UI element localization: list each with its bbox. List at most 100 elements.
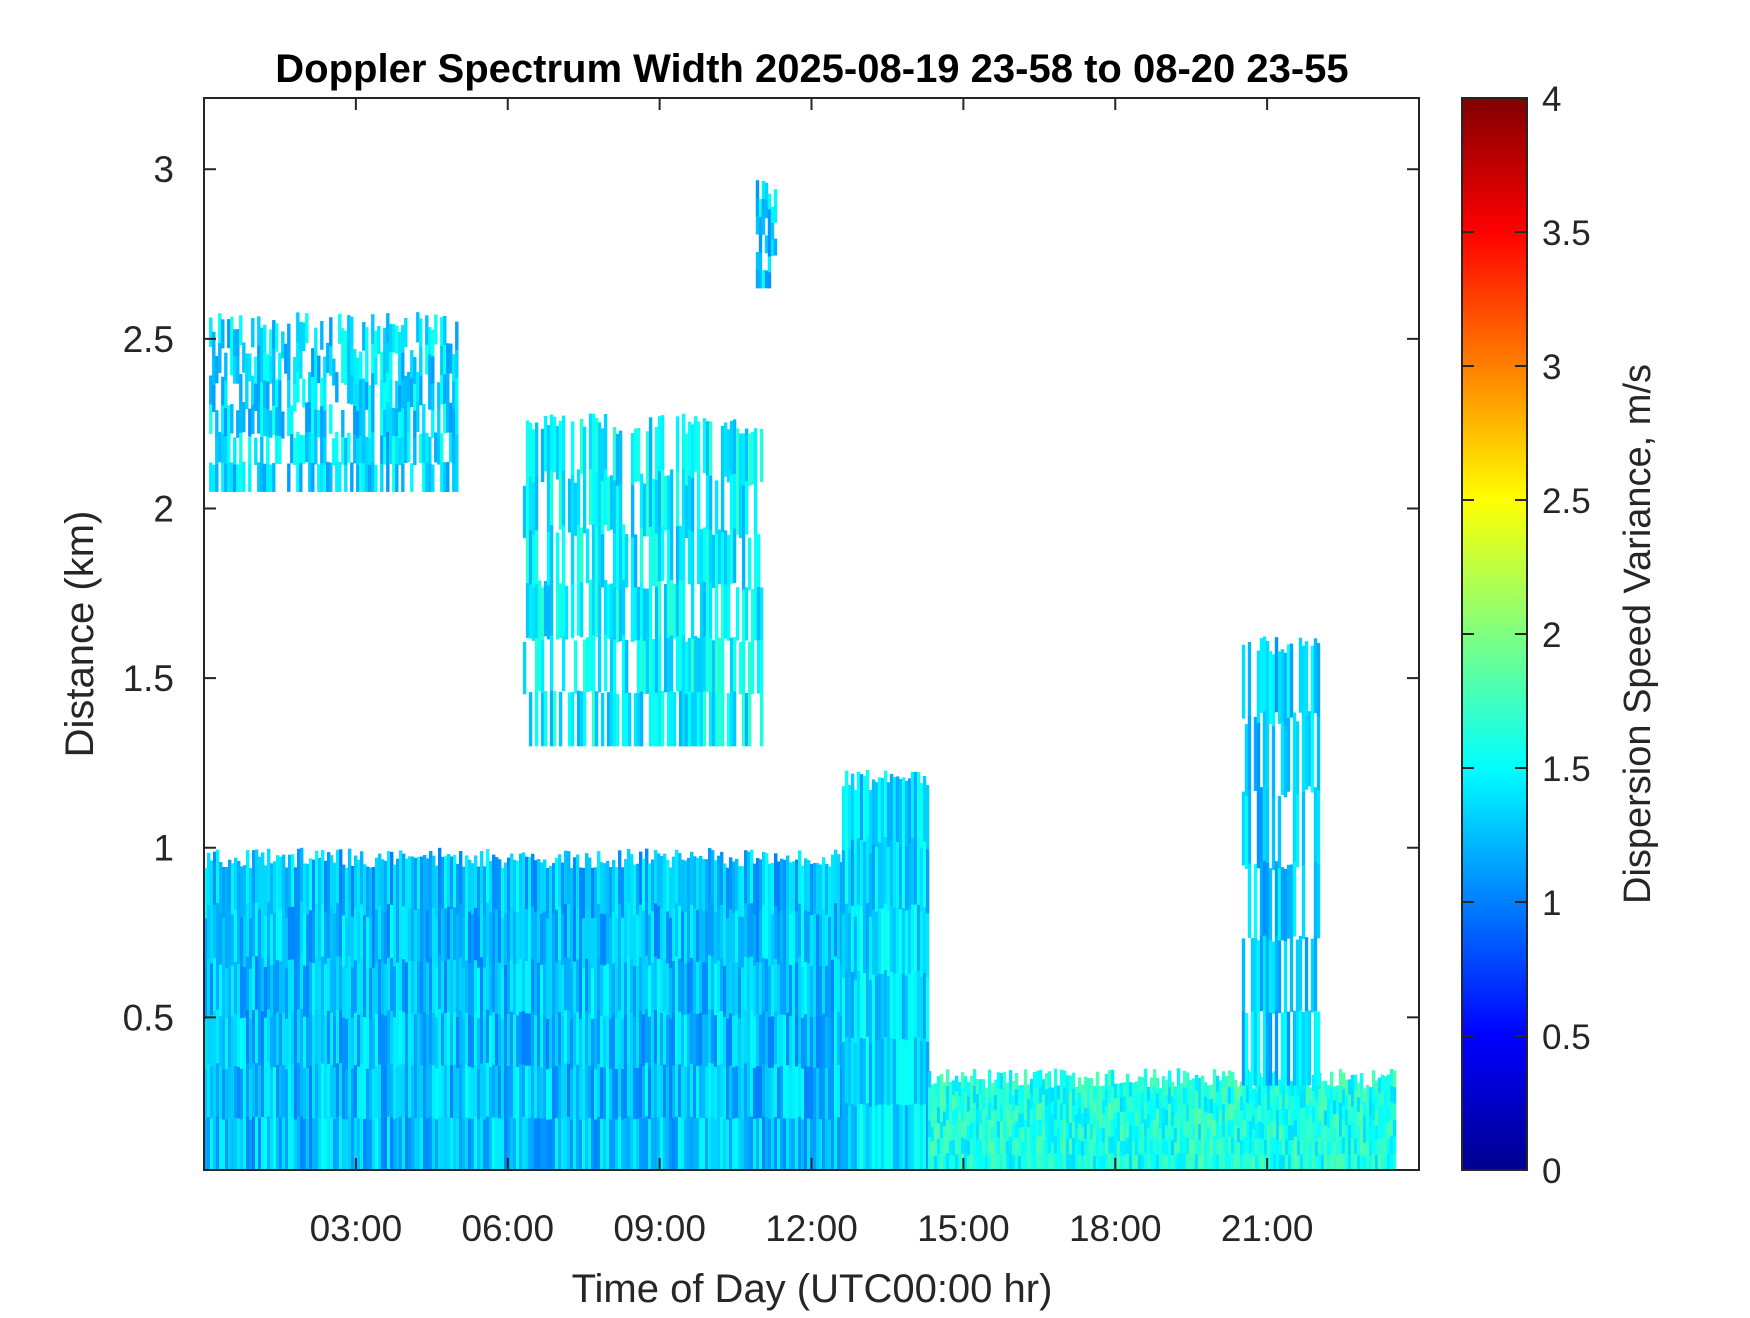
heatmap-cell — [456, 864, 460, 916]
heatmap-cell — [621, 968, 625, 1020]
heatmap-cell — [948, 1111, 953, 1127]
heatmap-cell — [702, 691, 707, 747]
heatmap-cell — [886, 1105, 891, 1170]
heatmap-cell — [925, 1105, 930, 1170]
heatmap-cell — [1035, 1070, 1040, 1088]
heatmap-cell — [299, 321, 303, 351]
heatmap-cell — [1338, 1119, 1343, 1137]
heatmap-cell — [1341, 1121, 1346, 1138]
heatmap-cell — [239, 315, 243, 345]
heatmap-cell — [1212, 1102, 1217, 1120]
heatmap-cell — [913, 771, 918, 839]
heatmap-cell — [895, 842, 900, 908]
heatmap-cell — [847, 849, 852, 914]
heatmap-cell — [1047, 1087, 1052, 1105]
heatmap-cell — [981, 1109, 986, 1125]
heatmap-cell — [627, 692, 632, 747]
heatmap-cell — [1268, 940, 1273, 1014]
heatmap-cell — [1095, 1088, 1100, 1105]
heatmap-cell — [957, 1140, 962, 1156]
heatmap-cell — [880, 778, 885, 844]
heatmap-cell — [612, 963, 616, 1016]
heatmap-cell — [552, 416, 557, 473]
heatmap-cell — [930, 1112, 935, 1128]
heatmap-cell — [540, 913, 544, 966]
heatmap-cell — [837, 959, 841, 1013]
heatmap-cell — [1098, 1114, 1103, 1129]
heatmap-cell — [672, 856, 676, 910]
heatmap-cell — [579, 527, 584, 583]
heatmap-cell — [426, 1118, 430, 1170]
heatmap-cell — [913, 838, 918, 905]
heatmap-cell — [789, 965, 793, 1017]
heatmap-cell — [555, 961, 559, 1015]
heatmap-cell — [1271, 941, 1276, 1014]
heatmap-cell — [868, 916, 873, 981]
heatmap-cell — [555, 909, 559, 963]
heatmap-cell — [450, 1065, 454, 1119]
heatmap-cell — [1301, 1011, 1306, 1086]
heatmap-cell — [1152, 1119, 1157, 1137]
heatmap-cell — [960, 1137, 965, 1155]
heatmap-cell — [372, 867, 376, 918]
heatmap-cell — [344, 330, 348, 358]
heatmap-cell — [669, 524, 674, 581]
heatmap-cell — [1323, 1080, 1328, 1096]
heatmap-cell — [904, 780, 909, 847]
heatmap-cell — [471, 965, 475, 1017]
heatmap-cell — [309, 1014, 313, 1067]
heatmap-cell — [296, 342, 300, 373]
heatmap-cell — [320, 377, 324, 407]
heatmap-cell — [318, 1066, 322, 1119]
heatmap-cell — [342, 864, 346, 916]
heatmap-cell — [678, 958, 682, 1012]
heatmap-cell — [558, 691, 563, 747]
heatmap-cell — [455, 406, 459, 436]
heatmap-cell — [1062, 1120, 1067, 1138]
heatmap-cell — [663, 1117, 667, 1170]
heatmap-cell — [218, 343, 222, 374]
heatmap-cell — [1277, 940, 1282, 1014]
heatmap-cell — [330, 960, 334, 1013]
heatmap-cell — [315, 957, 319, 1011]
heatmap-cell — [1247, 715, 1252, 791]
heatmap-cell — [761, 198, 766, 217]
heatmap-cell — [1247, 863, 1252, 938]
heatmap-cell — [1203, 1140, 1208, 1156]
heatmap-cell — [1241, 791, 1246, 866]
heatmap-cell — [1167, 1153, 1172, 1170]
heatmap-cell — [1386, 1122, 1391, 1139]
heatmap-cell — [375, 1065, 379, 1119]
heatmap-cell — [240, 1018, 244, 1070]
heatmap-cell — [1179, 1083, 1184, 1099]
heatmap-cell — [922, 841, 927, 908]
heatmap-cell — [895, 973, 900, 1040]
heatmap-cell — [856, 970, 861, 1038]
heatmap-cell — [327, 1117, 331, 1170]
colorbar-tick-label: 2 — [1542, 616, 1561, 655]
heatmap-cell — [1026, 1127, 1031, 1142]
heatmap-cell — [1344, 1140, 1349, 1156]
heatmap-cell — [1188, 1155, 1193, 1170]
heatmap-cell — [825, 1068, 829, 1120]
heatmap-cell — [919, 1105, 924, 1170]
heatmap-cell — [841, 914, 846, 979]
heatmap-cell — [1164, 1155, 1169, 1170]
heatmap-cell — [380, 379, 384, 409]
heatmap-cell — [1271, 726, 1276, 799]
heatmap-cell — [1161, 1138, 1166, 1155]
heatmap-cell — [1371, 1070, 1376, 1088]
heatmap-cell — [1032, 1153, 1037, 1170]
heatmap-cell — [345, 918, 349, 969]
heatmap-cell — [889, 773, 894, 841]
heatmap-cell — [874, 1040, 879, 1106]
heatmap-cell — [609, 583, 614, 638]
heatmap-cell — [948, 1081, 953, 1097]
heatmap-cell — [957, 1125, 962, 1141]
heatmap-cell — [1143, 1119, 1148, 1137]
heatmap-cell — [786, 1065, 790, 1118]
heatmap-cell — [762, 1117, 766, 1170]
heatmap-cell — [342, 966, 346, 1018]
heatmap-cell — [910, 771, 915, 839]
heatmap-cell — [287, 323, 291, 352]
